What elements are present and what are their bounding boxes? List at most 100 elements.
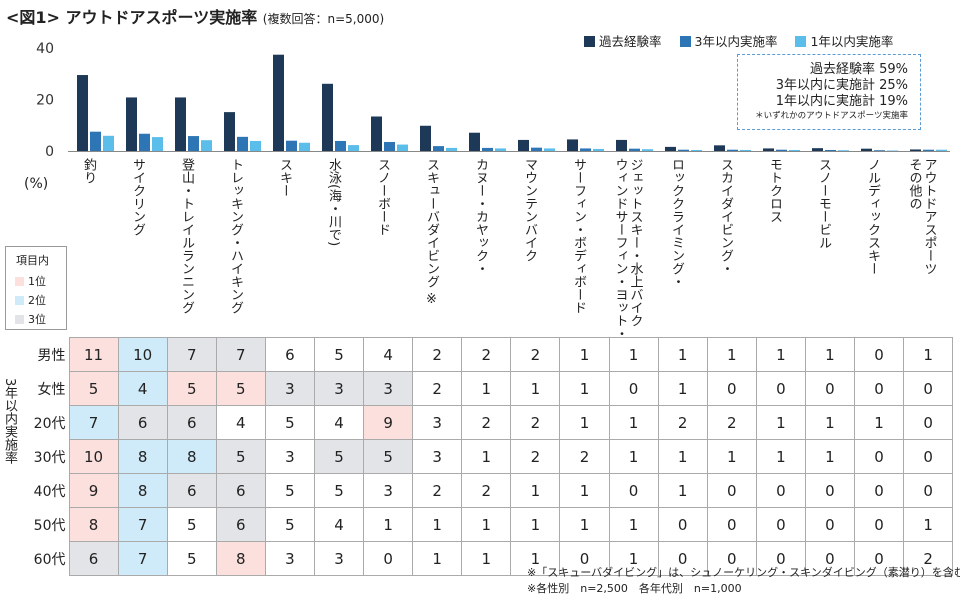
table-cell: 5 [313, 473, 365, 508]
table-cell: 4 [313, 507, 365, 542]
table-cell: 0 [853, 473, 905, 508]
table-cell: 5 [166, 371, 217, 406]
table-cell: 6 [68, 541, 119, 576]
table-cell: 1 [461, 439, 512, 474]
table-cell: 1 [903, 507, 954, 542]
x-tick-label-line: トレッキング・ハイキング [228, 158, 243, 314]
bar [629, 148, 640, 151]
legend: 過去経験率 3年以内実施率 1年以内実施率 [584, 31, 907, 50]
bar [433, 146, 444, 151]
bar [518, 139, 529, 151]
legend-item-experience: 過去経験率 [584, 31, 662, 50]
bar [678, 149, 689, 151]
bar [495, 148, 506, 151]
table-cell: 0 [706, 473, 757, 508]
table-cell: 7 [68, 405, 119, 440]
table-cell: 2 [657, 405, 708, 440]
row-label: 60代 [33, 551, 66, 568]
bar [740, 149, 751, 151]
table-cell: 4 [363, 337, 414, 372]
x-tick-label: サーフィン・ボディボード [571, 158, 586, 314]
bar [335, 140, 346, 151]
table-cell: 1 [412, 507, 463, 542]
table-row: 60代 6 7 5 8 3 3 0 1 1 1 0 1 0 0 0 0 0 2 [20, 541, 954, 576]
table-cell: 5 [264, 473, 315, 508]
table-cell: 6 [264, 337, 315, 372]
table-cell: 1 [804, 405, 856, 440]
bar [789, 149, 800, 151]
table-cell: 1 [559, 405, 610, 440]
table-cell: 1 [510, 507, 561, 542]
table-cell: 6 [215, 473, 266, 508]
table-cell: 0 [608, 371, 659, 406]
y-tick-label: 20 [36, 93, 54, 109]
legend-item-3year: 3年以内実施率 [679, 31, 778, 50]
table-cell: 1 [412, 541, 463, 576]
table-cell: 0 [755, 371, 806, 406]
bar [188, 136, 199, 151]
footnote-scuba: ※「スキューバダイビング」は、シュノーケリング・スキンダイビング（素潜り）を含む [527, 566, 960, 579]
table-cell: 9 [363, 405, 414, 440]
bar [224, 112, 235, 151]
bar [273, 54, 284, 151]
table-cell: 4 [313, 405, 365, 440]
table-cell: 4 [117, 371, 168, 406]
legend-label: 過去経験率 [599, 34, 662, 49]
table-cell: 6 [166, 405, 217, 440]
x-tick-label-line: マウンテンバイク [522, 158, 537, 262]
bar [348, 145, 359, 151]
table-cell: 1 [657, 439, 708, 474]
bar [77, 75, 88, 151]
table-cell: 0 [903, 371, 954, 406]
table-cell: 0 [804, 371, 856, 406]
bar [923, 149, 934, 151]
x-tick-label-line: カヌー・カヤック・ [473, 158, 488, 275]
table-cell: 3 [264, 439, 315, 474]
x-tick-label-line: ウィンドサーフィン・ヨット・ [612, 158, 628, 340]
legend-label: 3年以内実施率 [694, 34, 778, 49]
table-cell: 5 [264, 405, 315, 440]
table-cell: 0 [755, 507, 806, 542]
table-cell: 0 [804, 473, 856, 508]
table-cell: 1 [755, 439, 806, 474]
summary-line: 3年以内に実施計 25% [775, 78, 908, 93]
table-cell: 0 [853, 337, 905, 372]
table-cell: 1 [657, 371, 708, 406]
table-cell: 0 [903, 473, 954, 508]
x-tick-label-line: サーフィン・ボディボード [571, 158, 586, 314]
bar [286, 140, 297, 151]
table-cell: 0 [903, 405, 954, 440]
x-tick-label-line: 釣り [81, 158, 96, 184]
bar [384, 141, 395, 151]
rank-key-label: 3位 [28, 313, 46, 326]
table-cell: 1 [510, 473, 561, 508]
x-tick-label: カヌー・カヤック・ [473, 158, 488, 275]
x-tick-label-line: ジェットスキー・水上バイク [627, 158, 643, 327]
row-label: 30代 [33, 449, 66, 466]
bar [825, 149, 836, 151]
table-cell: 2 [412, 371, 463, 406]
x-tick-label: アウトドアスポーツ その他の [907, 158, 937, 275]
bar [910, 149, 921, 151]
bar [580, 148, 591, 151]
bar [299, 142, 310, 151]
table-cell: 2 [559, 439, 610, 474]
table-cell: 5 [363, 439, 414, 474]
table-cell: 0 [804, 541, 856, 576]
x-tick-label-line: スカイダイビング・ [718, 158, 733, 275]
table-row: 50代 8 7 5 6 5 4 1 1 1 1 1 1 0 0 0 0 0 1 [20, 507, 954, 542]
table-cell: 7 [117, 507, 168, 542]
summary-line: 過去経験率 59% [809, 62, 908, 77]
table-cell: 1 [755, 337, 806, 372]
table-cell: 7 [166, 337, 217, 372]
rate-table: 男性 11 10 7 7 6 5 4 2 2 2 1 1 1 1 1 1 0 1 女性 5 4 5 5 3 3 3 2 1 1 1 0 1 0 0 0… [20, 337, 954, 576]
table-cell: 3 [264, 371, 315, 406]
table-cell: 8 [166, 439, 217, 474]
rank-key-item-1: 1位 [15, 273, 46, 289]
table-cell: 5 [68, 371, 119, 406]
x-tick-label-line: その他の [906, 158, 922, 210]
summary-note: ＊いずれかのアウトドアスポーツ実施率 [755, 111, 908, 121]
bar [874, 150, 885, 151]
title-subtitle: (複数回答：n=5,000) [262, 12, 385, 26]
